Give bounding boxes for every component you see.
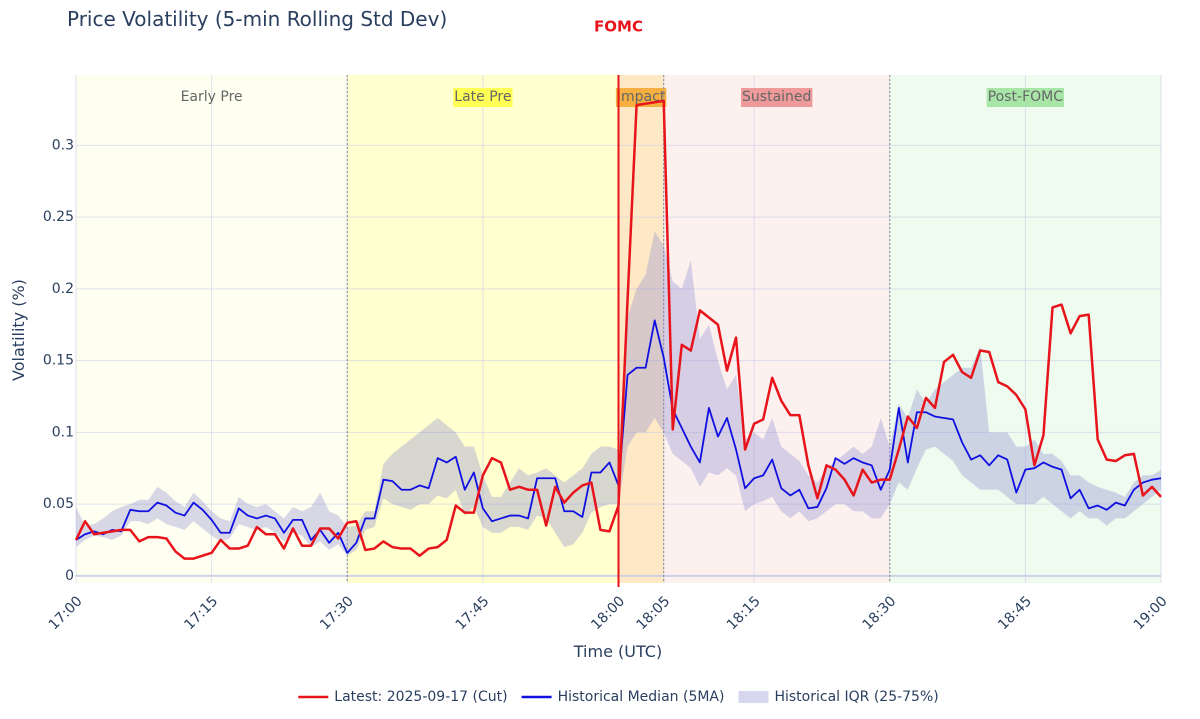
x-tick-label: 18:05 xyxy=(634,593,674,633)
region-label-bg xyxy=(986,88,1065,107)
region-label-text: Sustained xyxy=(742,89,811,105)
legend-item: Latest: 2025-09-17 (Cut) xyxy=(298,689,508,705)
legend-item: Historical Median (5MA) xyxy=(521,689,725,705)
x-tick-label: 17:00 xyxy=(46,593,86,633)
region-label-text: Early Pre xyxy=(181,89,243,105)
x-tick-label: 17:30 xyxy=(317,593,357,633)
y-tick-label: 0.3 xyxy=(52,137,74,153)
y-tick-label: 0.05 xyxy=(43,496,74,512)
region-label: Late Pre xyxy=(453,88,513,107)
y-tick-label: 0.15 xyxy=(43,353,74,369)
region xyxy=(663,75,890,583)
y-tick-label: 0.25 xyxy=(43,209,74,225)
x-tick-label: 18:45 xyxy=(995,593,1035,633)
legend-label: Latest: 2025-09-17 (Cut) xyxy=(334,689,507,705)
x-tick-label: 17:15 xyxy=(181,593,221,633)
y-tick-label: 0 xyxy=(65,568,74,584)
legend-label: Historical Median (5MA) xyxy=(558,689,725,705)
region-label: Sustained xyxy=(741,88,813,107)
legend-item: Historical IQR (25-75%) xyxy=(738,689,939,705)
y-tick-label: 0.2 xyxy=(52,281,74,297)
region-label-bg xyxy=(741,88,813,107)
x-tick-label: 18:00 xyxy=(588,593,628,633)
region-label: Post-FOMC xyxy=(986,88,1065,107)
chart-title: Price Volatility (5-min Rolling Std Dev) xyxy=(67,7,447,31)
x-tick-label: 17:45 xyxy=(453,593,493,633)
event-label: FOMC xyxy=(594,18,643,36)
region-label-bg xyxy=(453,88,513,107)
x-tick-label: 18:30 xyxy=(860,593,900,633)
legend: Latest: 2025-09-17 (Cut) Historical Media… xyxy=(298,689,939,705)
region-label-text: Post-FOMC xyxy=(988,89,1063,105)
y-axis-title: Volatility (%) xyxy=(9,279,28,381)
x-tick-label: 18:15 xyxy=(724,593,764,633)
legend-swatch xyxy=(738,691,769,703)
iqr-band xyxy=(76,231,1161,556)
region-label-text: Late Pre xyxy=(454,89,511,105)
legend-label: Historical IQR (25-75%) xyxy=(774,689,938,705)
x-axis-title: Time (UTC) xyxy=(573,642,662,661)
x-tick-label: 19:00 xyxy=(1131,593,1171,633)
region-label: Early Pre xyxy=(181,89,243,105)
region-label-text: Impact xyxy=(617,89,666,105)
y-tick-label: 0.1 xyxy=(52,424,74,440)
